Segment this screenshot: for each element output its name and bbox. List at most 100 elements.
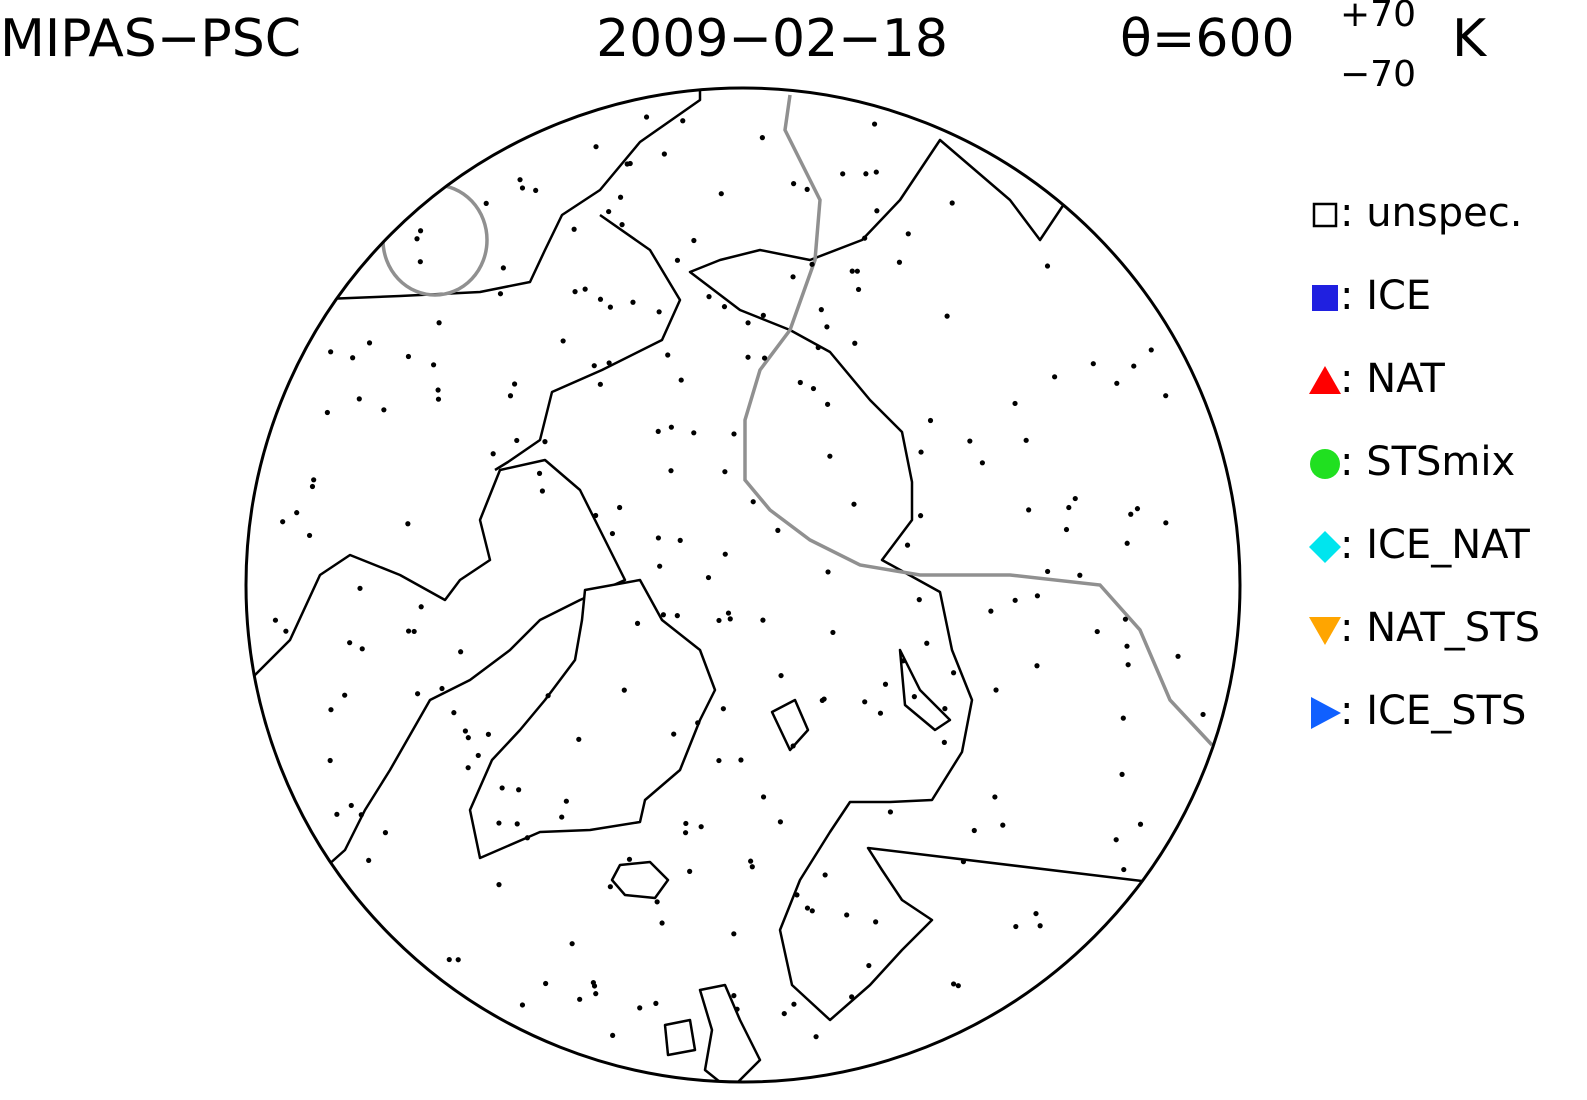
measurement-point	[1128, 511, 1134, 517]
measurement-point	[382, 830, 389, 836]
measurement-point	[497, 291, 504, 297]
measurement-point	[790, 274, 796, 280]
measurement-point	[455, 957, 461, 963]
legend-marker	[1312, 285, 1338, 311]
measurement-point	[698, 824, 704, 830]
theta-label: θ=600	[1120, 9, 1295, 69]
measurement-point	[634, 620, 641, 626]
measurement-point	[519, 185, 526, 191]
measurement-point	[1072, 495, 1078, 502]
measurement-point	[563, 798, 569, 804]
measurement-point	[643, 114, 650, 120]
legend-marker	[1309, 617, 1341, 645]
measurement-point	[849, 268, 855, 274]
measurement-point	[593, 991, 599, 997]
measurement-point	[979, 460, 985, 466]
measurement-point	[309, 483, 316, 490]
measurement-point	[1052, 374, 1058, 380]
measurement-point	[1034, 663, 1040, 669]
measurement-point	[435, 396, 442, 402]
measurement-point	[465, 765, 471, 771]
measurement-point	[942, 706, 948, 712]
measurement-point	[775, 527, 781, 533]
measurement-point	[731, 431, 737, 437]
measurement-point	[499, 785, 505, 791]
measurement-point	[1066, 504, 1072, 511]
measurement-point	[687, 868, 693, 874]
measurement-point	[483, 200, 489, 206]
coastline	[688, 98, 1240, 1022]
measurement-point	[1094, 628, 1100, 635]
measurement-point	[490, 451, 496, 457]
legend-label: : ICE_STS	[1340, 688, 1526, 734]
instrument-title: MIPAS−PSC	[0, 9, 301, 69]
measurement-point	[617, 504, 623, 511]
measurement-point	[1077, 572, 1083, 578]
measurement-point	[917, 513, 924, 519]
measurement-point	[327, 757, 333, 764]
measurement-point	[691, 237, 697, 244]
measurement-point	[626, 856, 633, 862]
measurement-point	[577, 996, 583, 1002]
measurement-point	[815, 344, 821, 351]
measurement-point	[1044, 263, 1051, 269]
measurement-point	[804, 905, 811, 911]
measurement-point	[619, 222, 625, 228]
measurement-point	[918, 449, 924, 455]
measurement-point	[311, 477, 317, 483]
measurement-point	[272, 617, 279, 623]
measurement-point	[462, 728, 468, 734]
measurement-point	[794, 892, 800, 898]
theta-upper: +70	[1340, 0, 1416, 35]
measurement-point	[621, 687, 627, 693]
legend-marker	[1310, 449, 1340, 479]
measurement-point	[539, 488, 546, 494]
measurement-point	[405, 353, 412, 360]
measurement-point	[678, 377, 684, 383]
measurement-point	[827, 453, 833, 459]
measurement-point	[582, 286, 588, 292]
measurement-point	[1124, 643, 1130, 649]
measurement-point	[745, 320, 751, 326]
measurement-point	[283, 628, 289, 634]
measurement-point	[415, 691, 421, 697]
measurement-point	[790, 743, 796, 749]
measurement-point	[1026, 507, 1032, 513]
measurement-point	[671, 731, 677, 737]
measurement-point	[1200, 711, 1206, 718]
measurement-point	[1163, 393, 1169, 399]
measurement-point	[854, 268, 860, 274]
measurement-point	[844, 912, 850, 918]
measurement-point	[900, 658, 906, 664]
unit-label: K	[1452, 9, 1488, 69]
measurement-point	[818, 307, 824, 313]
measurement-point	[358, 812, 364, 818]
measurement-point	[654, 899, 660, 905]
measurement-point	[446, 956, 452, 963]
measurement-point	[804, 186, 810, 192]
measurement-point	[759, 135, 765, 141]
coastline	[468, 578, 717, 860]
measurement-point	[1113, 837, 1119, 843]
measurement-point	[417, 259, 423, 265]
measurement-point	[1034, 593, 1041, 599]
measurement-point	[607, 304, 613, 310]
measurement-point	[731, 931, 737, 937]
measurement-point	[955, 983, 961, 989]
measurement-point	[1175, 653, 1181, 659]
measurement-point	[992, 794, 998, 800]
measurement-point	[949, 200, 955, 206]
measurement-point	[543, 980, 549, 987]
measurement-point	[721, 304, 728, 310]
legend-marker	[1309, 531, 1341, 563]
measurement-point	[720, 706, 726, 712]
measurement-point	[866, 962, 872, 969]
measurement-point	[516, 787, 522, 793]
measurement-point	[852, 340, 858, 346]
measurement-point	[610, 1032, 616, 1039]
measurement-point	[414, 236, 420, 242]
measurement-point	[727, 616, 733, 622]
measurement-point	[680, 118, 686, 124]
measurement-point	[790, 181, 797, 187]
measurement-point	[559, 814, 565, 820]
